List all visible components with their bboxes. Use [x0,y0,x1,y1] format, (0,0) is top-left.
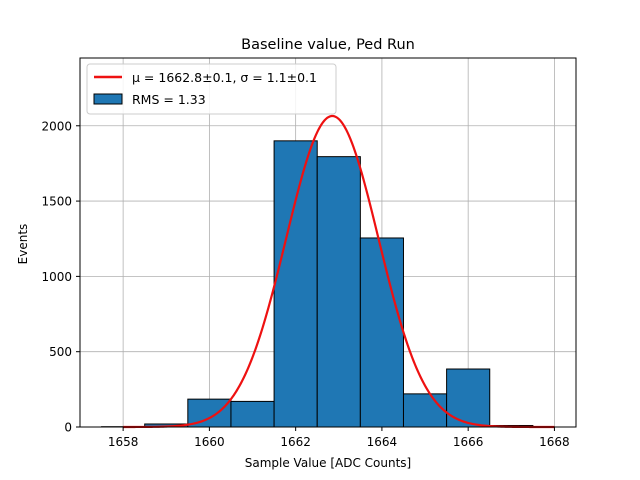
chart-title: Baseline value, Ped Run [241,37,415,53]
gaussian-fit [123,114,555,429]
y-tick-label: 1000 [41,270,72,284]
y-tick-label: 500 [49,345,72,359]
x-tick-label: 1658 [108,435,139,449]
histogram-bar [273,140,318,428]
histogram-bar [446,368,491,428]
legend: μ = 1662.8±0.1, σ = 1.1±0.1 RMS = 1.33 [86,63,337,115]
legend-histogram-swatch [93,93,123,105]
legend-histogram-label: RMS = 1.33 [132,92,206,107]
x-axis-ticks: 1658 1660 1662 1664 1666 1668 [108,427,570,449]
y-axis-label: Events [16,224,30,265]
histogram-bar [316,156,361,428]
legend-box [86,63,337,115]
x-axis-label: Sample Value [ADC Counts] [245,456,411,470]
y-tick-label: 0 [64,421,72,435]
gaussian-fit-curve [123,114,555,429]
y-tick-label: 2000 [41,119,72,133]
x-tick-label: 1664 [367,435,398,449]
histogram-bar [187,398,232,428]
x-tick-label: 1668 [539,435,570,449]
plot-frame [79,57,577,428]
legend-fit-label: μ = 1662.8±0.1, σ = 1.1±0.1 [132,70,317,85]
x-tick-label: 1662 [280,435,311,449]
histogram-bars [101,140,555,428]
x-tick-label: 1660 [194,435,225,449]
y-axis-ticks: 0 500 1000 1500 2000 [41,119,80,435]
histogram-bar [359,237,404,428]
y-tick-label: 1500 [41,195,72,209]
histogram-bar [230,400,275,428]
x-tick-label: 1666 [453,435,484,449]
histogram-bar [402,393,448,428]
